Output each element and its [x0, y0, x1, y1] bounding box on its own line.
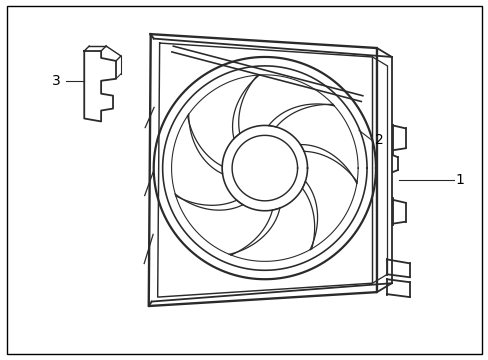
- Text: 2: 2: [374, 133, 383, 147]
- Text: 1: 1: [455, 173, 464, 187]
- Text: 3: 3: [52, 74, 61, 88]
